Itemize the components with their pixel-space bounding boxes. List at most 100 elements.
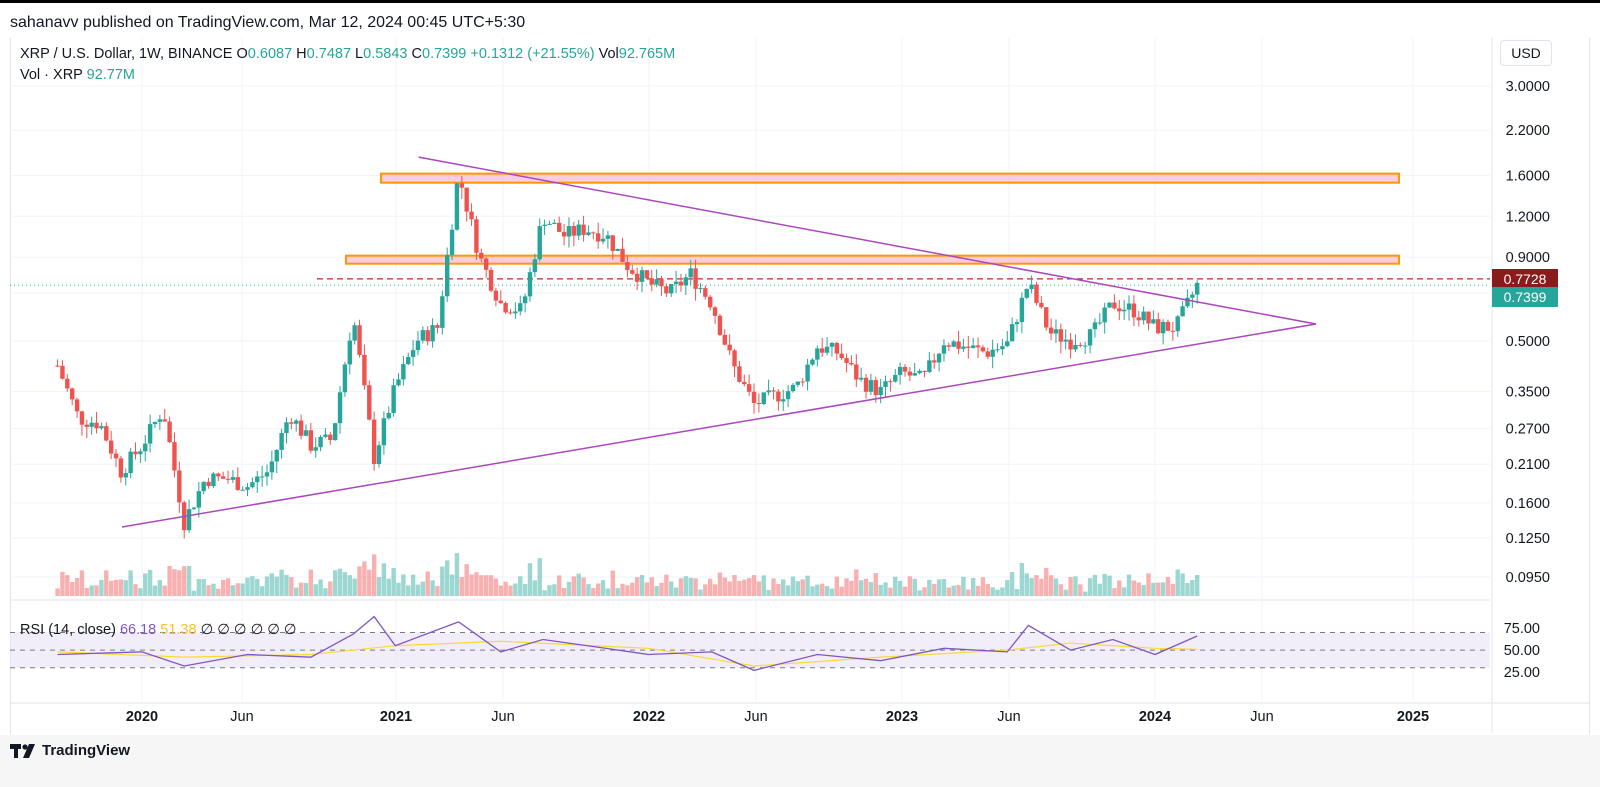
volume-bar	[858, 580, 864, 596]
candle-body	[367, 385, 372, 420]
volume-bar	[844, 578, 849, 596]
candle-body	[230, 477, 236, 480]
volume-bar	[250, 576, 255, 596]
y-tick-label: 0.1600	[1506, 496, 1550, 512]
volume-bar	[664, 574, 669, 596]
candle-body	[259, 476, 265, 478]
volume-bar	[259, 586, 265, 596]
volume-bar	[873, 573, 878, 596]
candle-body	[410, 350, 416, 357]
candle-body	[883, 381, 888, 387]
volume-bar	[498, 585, 503, 596]
candle-body	[508, 312, 513, 314]
candle-body	[1185, 297, 1190, 307]
candle-body	[177, 470, 182, 503]
volume-bar	[1131, 580, 1137, 596]
candle-body	[630, 270, 635, 274]
candle-body	[766, 390, 771, 393]
volume-bar	[493, 578, 499, 596]
candle-body	[707, 296, 713, 308]
volume-bar	[391, 567, 396, 596]
volume-bar	[552, 584, 557, 596]
volume-bar	[483, 575, 489, 596]
volume-bar	[586, 584, 591, 596]
volume-bar	[732, 574, 737, 596]
rsi-line	[57, 615, 1198, 672]
rsi-tick-label: 25.00	[1504, 665, 1540, 681]
candle-body	[932, 360, 937, 363]
currency-button[interactable]: USD	[1500, 40, 1552, 66]
volume-bar	[255, 578, 260, 596]
candle-body	[474, 219, 479, 253]
volume-bar	[74, 577, 80, 596]
volume-bar	[508, 585, 513, 596]
candle-body	[1141, 311, 1146, 321]
candle-body	[1180, 306, 1185, 317]
volume-bar	[795, 581, 801, 596]
candle-body	[250, 482, 255, 488]
candle-body	[941, 345, 947, 354]
volume-bar	[600, 580, 606, 596]
candle-body	[459, 183, 465, 188]
volume-bar	[557, 575, 562, 596]
volume-bar	[1014, 589, 1020, 596]
candle-body	[1063, 339, 1068, 342]
volume-bar	[688, 577, 693, 596]
volume-bar	[449, 574, 455, 596]
y-tick-label: 1.6000	[1506, 168, 1550, 184]
candle-body	[440, 296, 445, 328]
candle-body	[323, 434, 328, 437]
volume-bar	[790, 576, 796, 596]
resistance-zone	[345, 254, 1400, 265]
volume-bar	[396, 582, 401, 596]
volume-series-label[interactable]: Vol · XRP	[20, 67, 83, 83]
candle-body	[503, 303, 508, 313]
volume-bar	[94, 585, 99, 596]
candle-body	[211, 473, 216, 487]
volume-bar	[1000, 587, 1005, 596]
candle-body	[839, 353, 844, 359]
x-tick-label: 2021	[380, 709, 412, 725]
volume-bar	[1102, 573, 1107, 596]
volume-bar	[1048, 575, 1054, 596]
y-tick-label: 1.2000	[1506, 209, 1550, 225]
volume-bar	[294, 587, 299, 596]
volume-bar	[834, 576, 840, 596]
rsi-label[interactable]: RSI (14, close)	[20, 622, 116, 638]
volume-bar	[936, 579, 942, 596]
candle-body	[1019, 297, 1025, 323]
candle-body	[868, 380, 874, 392]
volume-bar	[274, 576, 279, 596]
volume-bar	[961, 576, 966, 596]
candle-body	[693, 268, 698, 289]
volume-bar	[1170, 583, 1176, 596]
volume-bar	[571, 576, 577, 596]
volume-bar	[206, 585, 211, 596]
volume-bar	[143, 573, 148, 596]
symbol-label[interactable]: XRP / U.S. Dollar, 1W, BINANCE	[20, 46, 233, 62]
volume-bar	[990, 587, 995, 596]
volume-bar	[69, 582, 75, 596]
candle-body	[488, 269, 494, 291]
volume-bar	[897, 580, 903, 596]
volume-bar	[669, 581, 674, 596]
candle-body	[634, 273, 640, 282]
candle-body	[89, 422, 94, 427]
volume-bar	[566, 581, 572, 596]
vol-label: Vol	[598, 46, 619, 62]
candle-body	[561, 231, 567, 237]
candle-body	[717, 315, 723, 335]
y-tick-label: 0.2700	[1506, 421, 1550, 437]
volume-bar	[630, 582, 635, 596]
candle-body	[1024, 289, 1029, 298]
resistance-price-tag: 0.7728	[1492, 268, 1558, 289]
x-tick-label: 2024	[1139, 709, 1171, 725]
candle-body	[328, 434, 333, 441]
volume-bar	[522, 584, 528, 596]
candle-body	[337, 392, 343, 424]
x-tick-label: Jun	[997, 709, 1020, 725]
candle-body	[566, 226, 572, 237]
volume-bar	[1039, 578, 1044, 596]
volume-bar	[459, 577, 465, 596]
